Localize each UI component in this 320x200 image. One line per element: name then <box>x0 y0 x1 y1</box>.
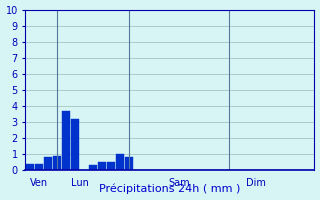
Bar <box>26 164 34 170</box>
Bar <box>89 165 97 170</box>
Text: Lun: Lun <box>71 178 89 188</box>
X-axis label: Précipitations 24h ( mm ): Précipitations 24h ( mm ) <box>99 184 241 194</box>
Text: Ven: Ven <box>30 178 48 188</box>
Text: Dim: Dim <box>246 178 266 188</box>
Bar <box>44 157 52 170</box>
Bar <box>107 162 115 170</box>
Bar <box>35 164 43 170</box>
Bar <box>125 157 133 170</box>
Bar <box>53 156 61 170</box>
Bar <box>71 119 79 170</box>
Text: Sam: Sam <box>168 178 190 188</box>
Bar <box>116 154 124 170</box>
Bar <box>62 111 70 170</box>
Bar <box>98 162 106 170</box>
